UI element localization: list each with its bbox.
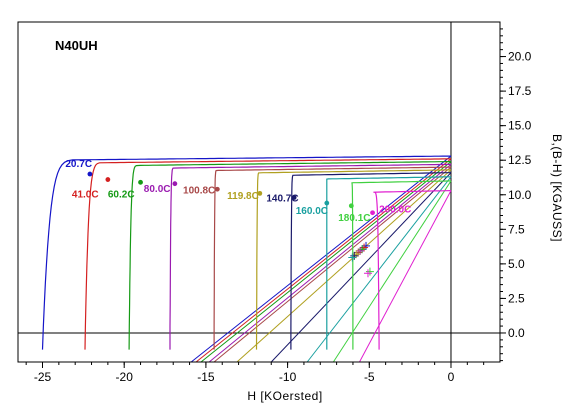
intrinsic-curve-7 (326, 176, 452, 350)
intrinsic-curve-2 (128, 161, 451, 350)
knee-point-1 (105, 177, 111, 182)
y-tick-label: 15.0 (508, 119, 532, 133)
series-label-1: 41.0C (72, 190, 99, 201)
x-tick-label: -5 (364, 370, 375, 384)
knee-point-8 (348, 203, 354, 209)
series-label-4: 100.8C (183, 185, 215, 196)
x-tick-label: 0 (448, 370, 455, 384)
intrinsic-curve-1 (84, 158, 452, 350)
y-tick-label: 2.5 (508, 291, 525, 305)
y-axis-title: B,(B-H) [KGAUSS] (550, 134, 564, 242)
intrinsic-curve-6 (290, 172, 451, 350)
series-label-9: 200.0C (379, 205, 411, 216)
normal-curve-8 (332, 180, 452, 363)
series-layer (41, 155, 452, 363)
series-label-5: 119.8C (227, 191, 259, 202)
series-label-7: 160.0C (296, 206, 328, 217)
normal-curve-2 (200, 161, 452, 363)
knee-point-4 (214, 186, 220, 192)
knee-point-9 (370, 210, 375, 216)
knee-point-5 (257, 190, 263, 196)
series-label-0: 20.7C (65, 159, 92, 170)
normal-curve-5 (236, 169, 452, 363)
knee-point-3 (172, 181, 178, 187)
x-tick-label: -20 (116, 370, 134, 384)
knee-point-0 (87, 171, 93, 177)
y-tick-label: 5.0 (508, 257, 525, 271)
knee-point-7 (324, 200, 330, 206)
plot-lines (18, 22, 500, 362)
intrinsic-curve-9 (373, 190, 452, 350)
intrinsic-curve-8 (351, 180, 452, 350)
x-tick-label: -25 (34, 370, 52, 384)
x-axis-title: H [KOersted] (247, 389, 322, 403)
y-tick-label: 20.0 (508, 50, 532, 64)
y-tick-label: 7.5 (508, 222, 525, 236)
y-tick-label: 10.0 (508, 188, 532, 202)
series-label-6: 140.7C (266, 194, 298, 205)
x-tick-label: -10 (279, 370, 297, 384)
x-tick-label: -15 (197, 370, 215, 384)
series-label-3: 80.0C (144, 184, 171, 195)
normal-curve-9 (359, 190, 452, 363)
series-label-2: 60.2C (108, 190, 135, 201)
normal-curve-3 (208, 163, 452, 363)
plot-frame (17, 21, 501, 363)
markers-layer (87, 171, 375, 278)
normal-curve-1 (195, 158, 452, 363)
normal-curve-4 (213, 166, 452, 363)
y-tick-label: 0.0 (508, 326, 525, 340)
intrinsic-curve-0 (41, 155, 451, 350)
knee-point-2 (138, 179, 143, 185)
knee-point-6 (291, 195, 297, 200)
series-label-8: 180.1C (338, 213, 370, 224)
intrinsic-curve-4 (213, 166, 452, 350)
labels-layer: 20.7C 41.0C 60.2C 80.0C 100.8C 119.8C 140.7C16… (65, 159, 411, 224)
chart-title: N40UH (55, 38, 98, 53)
intrinsic-curve-3 (169, 163, 451, 350)
y-tick-label: 12.5 (508, 153, 532, 167)
y-tick-label: 17.5 (508, 84, 532, 98)
axes-layer: -25 -20 -15 -10 -5 0 0.0 2.5 5.0 7.5 10.0 12.5 15.0 1… (17, 21, 532, 384)
normal-curve-0 (190, 155, 452, 363)
normal-curve-6 (270, 172, 452, 363)
normal-curve-7 (306, 176, 452, 363)
